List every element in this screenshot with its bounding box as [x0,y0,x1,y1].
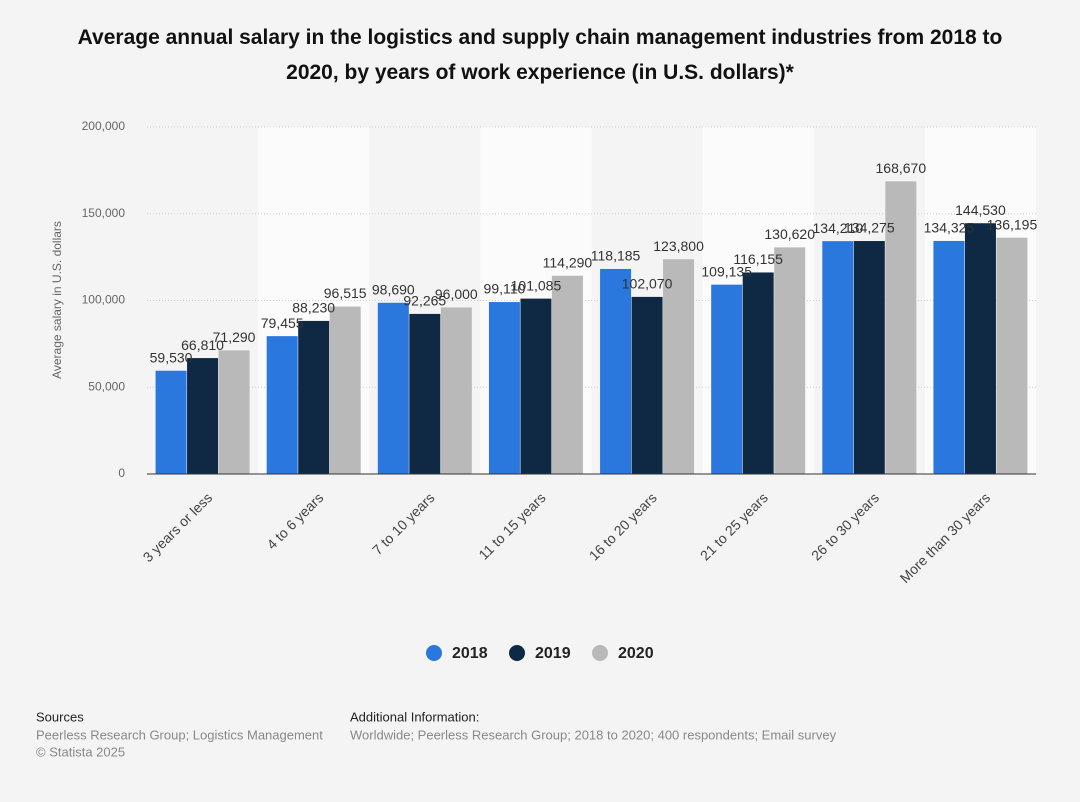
value-label: 136,195 [987,216,1038,232]
info-title: Additional Information: [350,709,479,724]
y-tick-label: 100,000 [82,293,126,307]
y-tick-label: 50,000 [88,379,125,393]
bar [155,370,187,474]
legend-marker [509,645,525,661]
sources-text: Peerless Research Group; Logistics Manag… [36,727,323,742]
bar [853,241,885,474]
value-label: 98,690 [372,281,415,297]
bar [742,272,774,474]
value-label: 66,810 [181,337,224,353]
y-tick-label: 200,000 [82,119,126,133]
bar [774,247,806,474]
value-label: 109,135 [701,263,752,279]
value-label: 134,210 [813,220,864,236]
value-label: 101,085 [511,277,562,293]
bar [377,302,409,474]
bar [298,320,330,474]
value-label: 96,000 [435,286,478,302]
title-line: Average annual salary in the logistics a… [78,26,1003,49]
value-label: 92,265 [403,293,446,309]
value-label: 71,290 [213,329,256,345]
bar [187,358,219,474]
value-label: 88,230 [292,300,335,316]
copyright: © Statista 2025 [36,744,125,759]
sources-title: Sources [36,709,84,724]
value-label: 123,800 [653,238,704,254]
value-label: 96,515 [324,285,367,301]
bar [488,302,520,474]
bar [964,223,996,474]
value-label: 144,530 [955,202,1006,218]
bar [711,284,743,474]
value-label: 116,155 [733,251,783,267]
bar [996,237,1028,474]
bar [409,313,441,474]
bar [266,336,298,474]
bar [600,268,632,474]
bar [440,307,472,474]
title-line: 2020, by years of work experience (in U.… [286,61,795,84]
info-text: Worldwide; Peerless Research Group; 2018… [350,727,837,742]
legend-label: 2018 [452,645,488,662]
legend-label: 2019 [535,645,571,662]
y-tick-label: 150,000 [82,206,126,220]
bar [822,241,854,474]
y-axis-title: Average salary in U.S. dollars [50,221,64,379]
value-label: 79,455 [261,315,304,331]
chart-title: Average annual salary in the logistics a… [78,26,1003,84]
value-label: 59,530 [150,349,193,365]
value-label: 134,325 [924,220,975,236]
legend-marker [426,645,442,661]
bar [329,306,361,474]
bar [663,259,695,474]
value-label: 118,185 [591,248,641,264]
value-label: 99,110 [484,281,526,297]
value-label: 134,275 [844,220,895,236]
bar [933,240,965,474]
value-label: 130,620 [764,226,815,242]
value-label: 114,290 [543,254,593,270]
bar [631,296,663,474]
value-label: 168,670 [876,160,927,176]
legend-label: 2020 [618,645,654,662]
value-label: 102,070 [622,276,673,292]
legend-marker [592,645,608,661]
bar [885,181,917,474]
bar [520,298,552,474]
y-tick-label: 0 [118,466,125,480]
bar [218,350,250,474]
bar [551,275,583,474]
